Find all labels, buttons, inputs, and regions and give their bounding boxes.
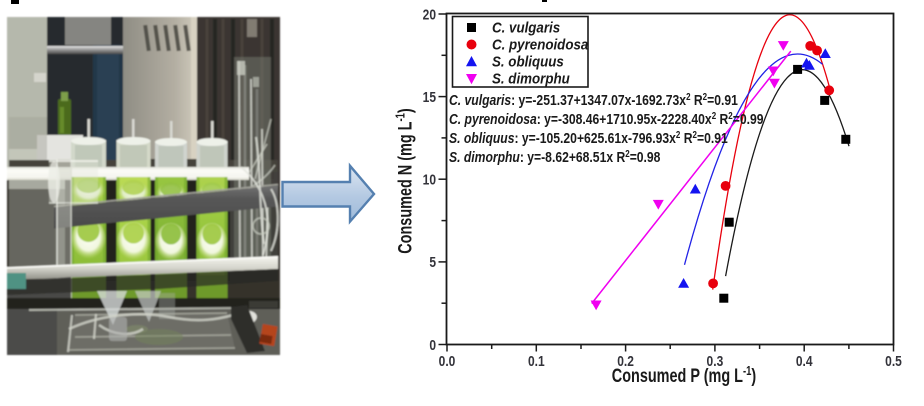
svg-text:C. pyrenoidosa: C. pyrenoidosa — [492, 36, 589, 53]
svg-text:S. obliquus: S. obliquus — [492, 53, 564, 70]
svg-text:Consumed P (mg L-1): Consumed P (mg L-1) — [612, 365, 756, 387]
svg-text:C. vulgaris: y=-251.37+1347.07: C. vulgaris: y=-251.37+1347.07x-1692.73x… — [449, 91, 738, 108]
svg-text:0.4: 0.4 — [796, 353, 813, 370]
svg-text:0.1: 0.1 — [528, 353, 545, 370]
svg-text:0.3: 0.3 — [707, 353, 724, 370]
svg-text:Consumed N (mg L-1): Consumed N (mg L-1) — [394, 108, 416, 254]
svg-text:C. vulgaris: C. vulgaris — [492, 19, 560, 36]
svg-text:0.2: 0.2 — [617, 353, 634, 370]
svg-text:S. dimorphu: S. dimorphu — [492, 70, 570, 87]
svg-text:S. obliquus: y=-105.20+625.61x: S. obliquus: y=-105.20+625.61x-796.93x2 … — [449, 129, 728, 146]
svg-text:S. dimorphu: y=-8.62+68.51x R2: S. dimorphu: y=-8.62+68.51x R2=0.98 — [449, 148, 661, 165]
svg-text:0.5: 0.5 — [885, 353, 902, 370]
svg-text:0: 0 — [429, 337, 436, 354]
svg-text:10: 10 — [423, 171, 436, 188]
svg-text:0.0: 0.0 — [439, 353, 456, 370]
svg-text:20: 20 — [423, 6, 436, 23]
svg-text:5: 5 — [429, 254, 436, 271]
svg-text:C. pyrenoidosa: y=-308.46+1710: C. pyrenoidosa: y=-308.46+1710.95x-2228.… — [449, 110, 764, 127]
svg-text:15: 15 — [423, 89, 437, 106]
